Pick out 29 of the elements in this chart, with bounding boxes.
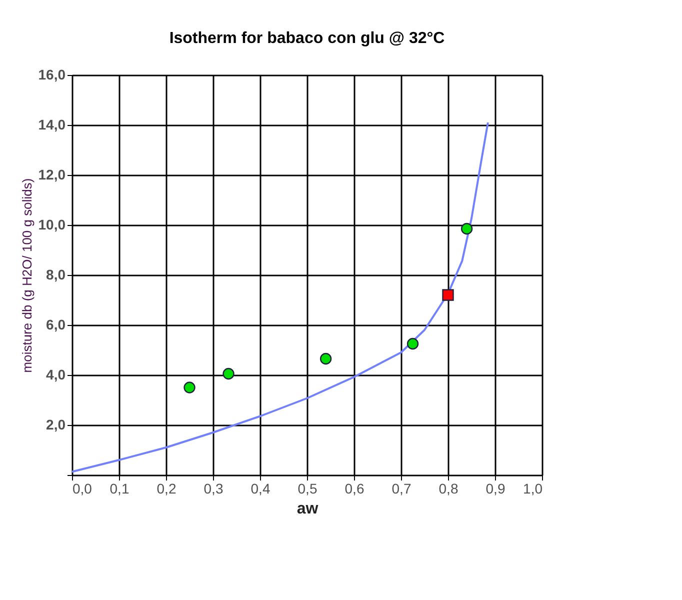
x-tick-label: 0,7 (392, 480, 412, 496)
y-tick-label: 14,0 (38, 116, 66, 132)
x-tick-label: 1,0 (523, 480, 543, 496)
y-tick-label: 6,0 (46, 316, 66, 332)
y-tick-label: 10,0 (38, 216, 66, 232)
x-axis-title: aw (296, 500, 319, 518)
x-tick-label: 0,8 (438, 480, 458, 496)
line-series (71, 122, 489, 473)
x-tick-label: 0,5 (298, 480, 318, 496)
point (184, 382, 196, 394)
chart-title: Isotherm for babaco con glu @ 32°C (169, 30, 446, 47)
x-tick-label: 0,2 (156, 480, 176, 496)
y-tick-label: 8,0 (46, 266, 66, 282)
x-tick-label: 0,3 (204, 480, 224, 496)
x-tick-label: 0,6 (344, 480, 364, 496)
y-tick-label: 16,0 (38, 66, 66, 82)
y-tick-label: 4,0 (46, 366, 66, 382)
point (460, 222, 473, 235)
y-tick-label: 12,0 (38, 166, 66, 182)
x-tick-label: 0,4 (250, 480, 270, 496)
x-tick-label: 0,0 (72, 480, 92, 496)
point (320, 352, 332, 365)
point (406, 338, 419, 350)
y-axis-title: moisture db (g H2O/ 100 g solids) (19, 178, 34, 373)
point (222, 368, 234, 380)
x-tick-label: 0,9 (486, 480, 506, 496)
x-tick-label: 0,1 (110, 480, 130, 496)
point (442, 289, 454, 301)
y-tick-label: 2,0 (46, 416, 66, 432)
